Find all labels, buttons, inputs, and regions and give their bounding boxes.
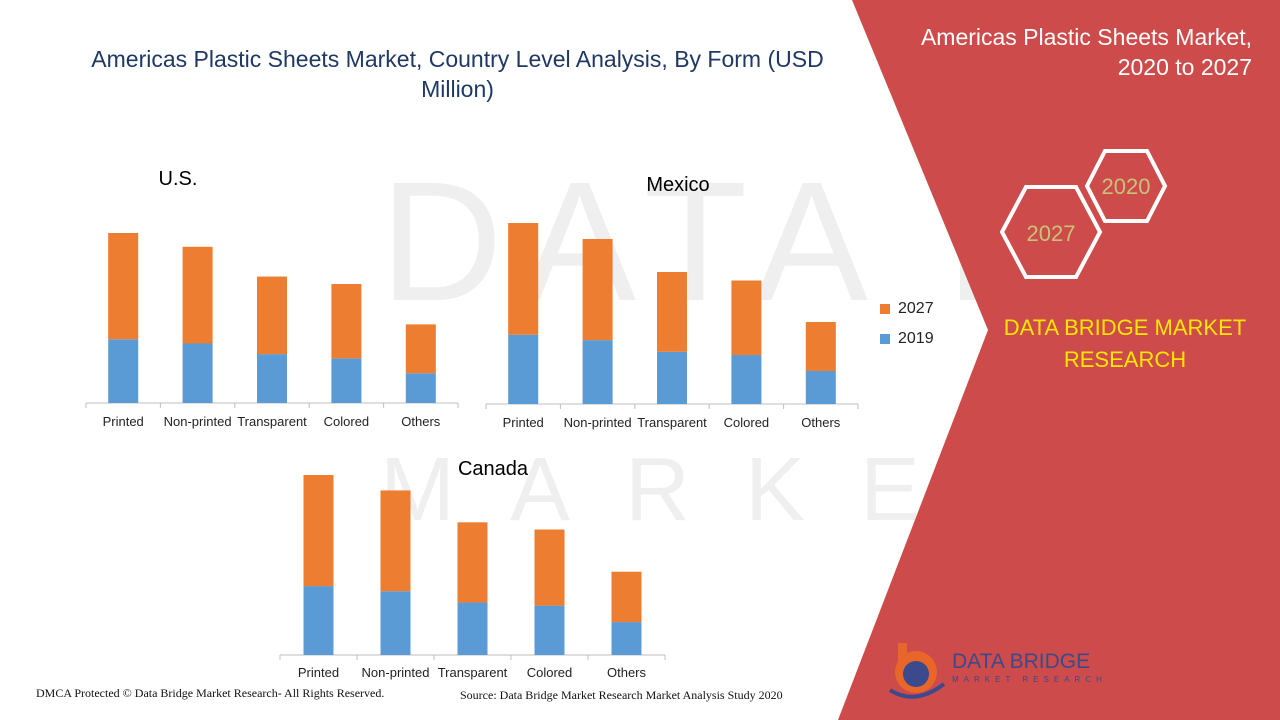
bar-2027-non-printed: [380, 490, 411, 592]
bar-2027-others: [805, 322, 836, 371]
chart-title: U.S.: [159, 168, 198, 190]
bar-2027-printed: [108, 233, 139, 340]
x-tick-label: Non-printed: [362, 665, 430, 680]
x-tick-label: Transparent: [637, 415, 707, 430]
x-tick-label: Non-printed: [564, 415, 632, 430]
bar-2019-printed: [108, 339, 139, 403]
chart-canada: Canada Printed Non-printed Transparent Color…: [279, 458, 666, 680]
chart-us: U.S. Printed Non-printed Transparent Colored…: [85, 168, 459, 429]
bar-2019-colored: [731, 355, 762, 404]
bar-2027-non-printed: [182, 246, 213, 344]
bar-2019-others: [805, 370, 836, 404]
banner-title: Americas Plastic Sheets Market, 2020 to …: [920, 24, 1252, 80]
bar-2027-non-printed: [582, 238, 613, 341]
bar-2027-transparent: [657, 271, 687, 352]
x-tick-label: Transparent: [237, 414, 307, 429]
logo-name: DATA BRIDGE: [952, 650, 1091, 673]
bar-2019-transparent: [657, 351, 687, 404]
x-tick-label: Printed: [503, 415, 544, 430]
chart-title: Mexico: [646, 174, 709, 196]
x-tick-label: Printed: [103, 414, 144, 429]
x-tick-label: Non-printed: [164, 414, 232, 429]
chart-mexico: Mexico Printed Non-printed Transparent Color…: [485, 174, 859, 430]
bar-2027-transparent: [457, 522, 488, 603]
bar-2019-printed: [303, 586, 334, 655]
page-title: Americas Plastic Sheets Market, Country …: [91, 46, 824, 102]
bar-2027-others: [611, 571, 642, 623]
legend-item-2027: 2027: [880, 294, 934, 324]
footer-copyright: DMCA Protected © Data Bridge Market Rese…: [36, 686, 385, 700]
banner-panel: [838, 0, 1280, 720]
legend-label-2019: 2019: [898, 330, 934, 347]
legend-swatch-2019: [880, 334, 890, 344]
brand-title: DATA BRIDGE MARKET RESEARCH: [1003, 315, 1247, 372]
bar-2027-printed: [303, 475, 334, 587]
hex-label-2020: 2020: [1102, 174, 1151, 199]
x-tick-label: Colored: [724, 415, 770, 430]
footer-source: Source: Data Bridge Market Research Mark…: [460, 688, 783, 702]
hexagon-2027: [999, 185, 1103, 279]
bar-2019-transparent: [257, 354, 287, 403]
bar-2027-others: [405, 324, 436, 374]
legend-swatch-2027: [880, 304, 890, 314]
bar-2019-others: [611, 622, 642, 655]
chart-legend: 2027 2019: [880, 294, 934, 354]
bar-2019-non-printed: [582, 340, 613, 404]
charts-layer: U.S. Printed Non-printed Transparent Colored…: [85, 168, 859, 680]
x-tick-label: Printed: [298, 665, 339, 680]
bar-2027-colored: [731, 280, 762, 356]
bar-2019-non-printed: [380, 591, 411, 655]
bar-2027-transparent: [257, 276, 287, 355]
legend-item-2019: 2019: [880, 324, 934, 354]
logo-icon: [888, 643, 946, 699]
hex-label-2027: 2027: [1027, 221, 1076, 246]
bar-2019-others: [405, 373, 436, 403]
bar-2027-printed: [508, 223, 539, 335]
bar-2019-colored: [534, 605, 565, 655]
legend-label-2027: 2027: [898, 300, 934, 317]
x-tick-label: Colored: [527, 665, 573, 680]
bar-2027-colored: [534, 529, 565, 606]
chart-title: Canada: [458, 458, 529, 480]
bar-2027-colored: [331, 284, 362, 359]
x-tick-label: Others: [607, 665, 647, 680]
bar-2019-colored: [331, 358, 362, 403]
x-tick-label: Transparent: [438, 665, 508, 680]
x-tick-label: Others: [401, 414, 441, 429]
hexagon-2020: [1084, 149, 1168, 223]
bar-2019-non-printed: [182, 343, 213, 403]
bar-2019-transparent: [457, 602, 488, 655]
x-tick-label: Others: [801, 415, 841, 430]
logo-subtitle: MARKET RESEARCH: [952, 675, 1107, 684]
x-tick-label: Colored: [324, 414, 370, 429]
bar-2019-printed: [508, 334, 539, 404]
